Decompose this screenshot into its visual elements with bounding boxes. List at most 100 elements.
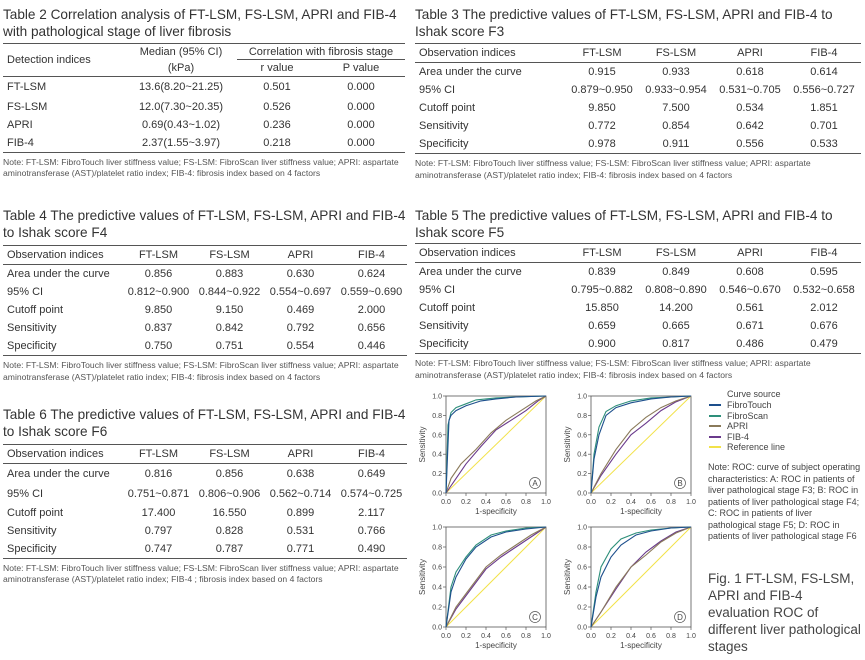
table6-note: Note: FT-LSM: FibroTouch liver stiffness…: [3, 562, 399, 585]
legend-swatch: [709, 414, 721, 417]
x-tick-label: 0.4: [481, 499, 491, 506]
table6-title: Table 6 The predictive values of FT-LSM,…: [3, 407, 406, 439]
table-row: FS-LSM 12.0(7.30~20.35) 0.526 0.000: [3, 98, 405, 116]
table3-cell: 0.534: [736, 102, 764, 114]
panel-letter: D: [677, 613, 683, 622]
x-tick-label: 0.6: [646, 633, 656, 640]
table4-cell: 0.554: [265, 337, 336, 356]
roc-line-fibroscan: [445, 395, 547, 494]
table6-cell: 0.771: [265, 539, 336, 559]
y-tick-label: 0.6: [577, 565, 587, 572]
table4-cell: 0.624: [357, 268, 386, 280]
y-tick-label: 0.4: [432, 452, 442, 459]
x-tick-label: 0.2: [606, 633, 616, 640]
plot-frame: [590, 395, 692, 494]
legend-label: Reference line: [727, 442, 786, 453]
table2-cell: 0.000: [347, 81, 375, 94]
table6-cell: 0.899: [286, 506, 315, 519]
table3-cell: 0.533: [787, 135, 861, 154]
x-tick-label: 0.8: [666, 499, 676, 506]
table6-cell: Cutoff point: [7, 506, 64, 519]
table2-cell: 0.000: [317, 133, 405, 153]
table3-cell: 9.850: [588, 102, 616, 114]
legend-item-reference: Reference line: [709, 442, 859, 453]
table6-cell: 0.816: [144, 467, 173, 480]
table3-cell: 0.911: [639, 135, 713, 154]
table3-cell: 0.531~0.705: [719, 84, 781, 96]
x-tick-label: 1.0: [686, 499, 696, 506]
table4-cell: 95% CI: [7, 286, 44, 298]
table-row: Specificity 0.900 0.817 0.486 0.479: [415, 335, 861, 354]
y-tick-label: 0.8: [577, 545, 587, 552]
roc-line-apri: [445, 526, 547, 628]
roc-line-fib-4: [445, 395, 547, 494]
table4-header: FS-LSM: [194, 245, 265, 265]
y-tick-label: 0.2: [432, 471, 442, 478]
table-row: Sensitivity 0.837 0.842 0.792 0.656: [3, 319, 407, 337]
table6-block: Table 6 The predictive values of FT-LSM,…: [3, 406, 407, 586]
table5-header: FS-LSM: [639, 243, 713, 263]
panel-letter: C: [532, 613, 538, 622]
x-tick-label: 0.2: [461, 499, 471, 506]
table2-cell: 0.236: [263, 118, 291, 131]
x-tick-label: 0.8: [521, 633, 531, 640]
table6-cell: 95% CI: [7, 487, 44, 500]
x-tick-label: 0.2: [461, 633, 471, 640]
table2-header-r: r value: [237, 59, 317, 77]
y-tick-label: 0.0: [432, 491, 442, 498]
table-row: Area under the curve 0.816 0.856 0.638 0.649: [3, 464, 407, 484]
table-row: Cutoff point 9.850 7.500 0.534 1.851: [415, 99, 861, 117]
legend-item-fib4: FIB-4: [709, 432, 859, 443]
table5-title: Table 5 The predictive values of FT-LSM,…: [415, 208, 833, 240]
x-tick-label: 0.0: [586, 633, 596, 640]
table4-header: APRI: [265, 245, 336, 265]
legend-label: FibroTouch: [727, 400, 772, 411]
table5-cell: 14.200: [659, 302, 693, 314]
table-row: 95% CI 0.795~0.882 0.808~0.890 0.546~0.670 0…: [415, 281, 861, 299]
table5-header: Observation indices: [415, 243, 565, 263]
table2-cell: 0.000: [347, 118, 375, 131]
table-row: FIB-4 2.37(1.55~3.97) 0.218 0.000: [3, 133, 405, 153]
table4-cell: Sensitivity: [7, 322, 57, 334]
table2-header-corr: Correlation with fibrosis stage: [237, 43, 405, 60]
plot-frame: [445, 395, 547, 494]
table6-cell: 0.828: [215, 524, 244, 537]
panel-letter-circle: [674, 477, 686, 489]
table3-block: Table 3 The predictive values of FT-LSM,…: [415, 6, 861, 181]
table2-header-p: P value: [317, 59, 405, 77]
table6-header: APRI: [265, 444, 336, 464]
table5-cell: Specificity: [415, 335, 565, 354]
table-row: Cutoff point 15.850 14.200 0.561 2.012: [415, 299, 861, 317]
table3-cell: Sensitivity: [419, 120, 469, 132]
table4-cell: 0.812~0.900: [127, 286, 190, 298]
table3-title: Table 3 The predictive values of FT-LSM,…: [415, 7, 833, 39]
table5-block: Table 5 The predictive values of FT-LSM,…: [415, 207, 861, 381]
table-row: 95% CI 0.879~0.950 0.933~0.954 0.531~0.705 0…: [415, 81, 861, 99]
table4-cell: 0.559~0.690: [340, 286, 403, 298]
panel-letter-circle: [529, 611, 541, 623]
table5-cell: Cutoff point: [419, 302, 476, 314]
table-row: Sensitivity 0.797 0.828 0.531 0.766: [3, 522, 407, 540]
table-row: Sensitivity 0.772 0.854 0.642 0.701: [415, 117, 861, 135]
y-tick-label: 0.6: [577, 432, 587, 439]
x-tick-label: 1.0: [541, 633, 551, 640]
table5-cell: 0.659: [588, 320, 616, 332]
table4: Observation indices FT-LSM FS-LSM APRI F…: [3, 245, 407, 356]
table5-cell: 2.012: [810, 302, 838, 314]
legend-swatch: [709, 446, 721, 449]
table3-cell: 0.556~0.727: [793, 84, 855, 96]
plot-frame: [445, 526, 547, 628]
x-tick-label: 0.6: [501, 499, 511, 506]
x-tick-label: 0.0: [441, 499, 451, 506]
table3-cell: 0.614: [810, 66, 838, 78]
table5-cell: 0.817: [639, 335, 713, 354]
table3-cell: 0.854: [662, 120, 690, 132]
table5-cell: 0.608: [736, 266, 764, 278]
y-tick-label: 0.4: [432, 585, 442, 592]
table4-title: Table 4 The predictive values of FT-LSM,…: [3, 208, 406, 240]
table6-cell: 0.806~0.906: [198, 487, 261, 500]
table4-cell: 0.842: [215, 322, 244, 334]
y-axis-label: Sensitivity: [563, 426, 572, 462]
table3-header: APRI: [713, 43, 787, 63]
table3-cell: Specificity: [415, 135, 565, 154]
